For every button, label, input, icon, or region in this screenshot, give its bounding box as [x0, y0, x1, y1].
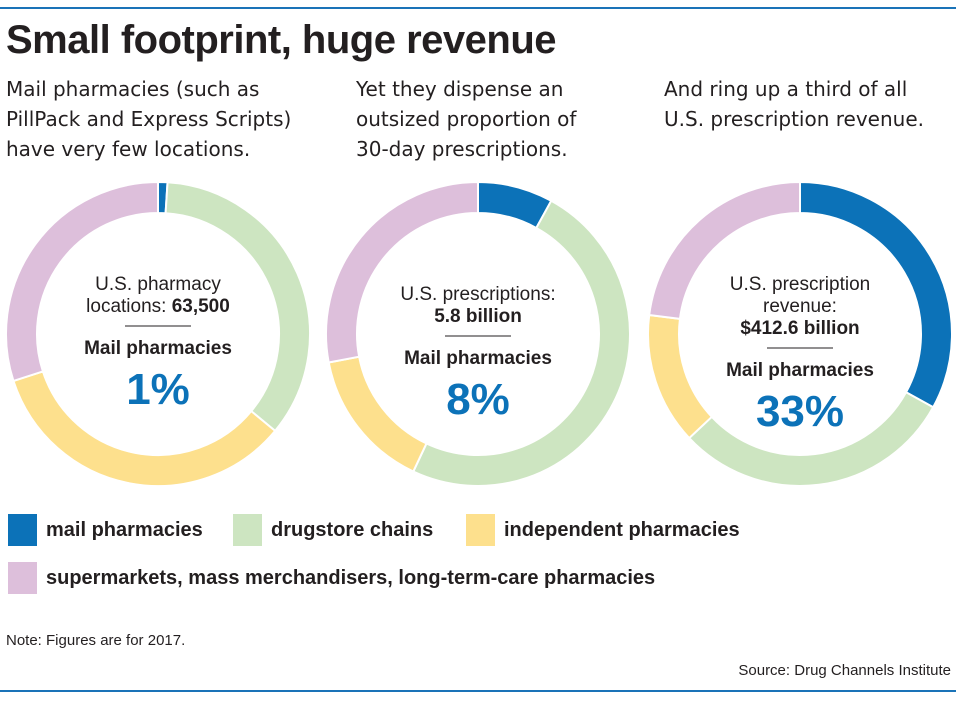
donut-3-slice-independent — [647, 313, 714, 440]
donut-2-headline: Mail pharmacies — [404, 348, 552, 369]
donut-2-center-label-line-2: 5.8 billion — [434, 306, 522, 327]
donut-3-slice-supermarkets — [648, 180, 801, 320]
donut-1-slice-supermarkets — [5, 180, 159, 383]
legend-swatch-drugstore — [233, 514, 262, 546]
legend-label-independent: independent pharmacies — [504, 519, 740, 541]
donut-1-center-label-line-1: U.S. pharmacy — [95, 274, 221, 295]
subtitle-prescriptions: Yet they dispense an outsized proportion… — [356, 77, 577, 161]
donut-1-headline: Mail pharmacies — [84, 338, 232, 359]
donut-2-value: 8% — [446, 375, 510, 424]
chart-title: Small footprint, huge revenue — [6, 18, 557, 62]
donut-2-slice-supermarkets — [325, 180, 479, 364]
donut-3-value: 33% — [756, 387, 844, 436]
legend-swatch-independent — [466, 514, 495, 546]
donut-3-center-label-line-1: U.S. prescription — [730, 274, 870, 295]
donut-1-value: 1% — [126, 365, 190, 414]
bottom-rule — [0, 690, 956, 692]
donut-2-slice-independent — [327, 355, 428, 473]
subtitle-revenue: And ring up a third of all U.S. prescrip… — [664, 77, 924, 131]
legend-label-supermarkets: supermarkets, mass merchandisers, long-t… — [46, 567, 656, 589]
donut-2-center-label-line-1: U.S. prescriptions: — [400, 284, 555, 305]
legend-swatch-supermarkets — [8, 562, 37, 594]
donut-1-center-label-line-2: locations: 63,500 — [86, 296, 230, 317]
donut-2-slice-drugstore — [411, 199, 632, 487]
donut-3-headline: Mail pharmacies — [726, 360, 874, 381]
legend-label-drugstore: drugstore chains — [271, 519, 434, 541]
donut-3-center-label-line-3: $412.6 billion — [740, 318, 859, 339]
subtitle-locations: Mail pharmacies (such as PillPack and Ex… — [6, 77, 292, 161]
top-rule — [0, 7, 956, 9]
legend-swatch-mail — [8, 514, 37, 546]
donut-3-center-label-line-2: revenue: — [763, 296, 837, 317]
footnote: Note: Figures are for 2017. — [6, 632, 186, 649]
source-credit: Source: Drug Channels Institute — [738, 662, 951, 679]
legend-label-mail: mail pharmacies — [46, 519, 203, 541]
